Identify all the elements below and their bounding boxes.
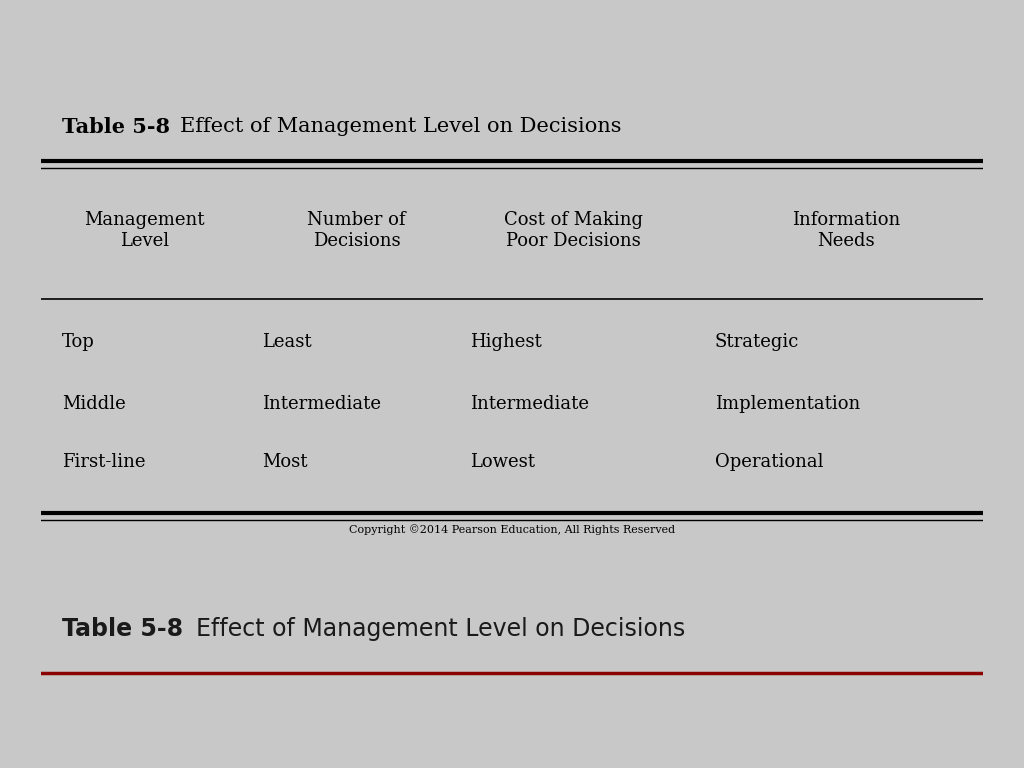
Text: First-line: First-line (61, 453, 145, 471)
Text: Cost of Making
Poor Decisions: Cost of Making Poor Decisions (504, 211, 643, 250)
Text: Highest: Highest (470, 333, 542, 351)
Text: Number of
Decisions: Number of Decisions (307, 211, 406, 250)
Text: Table 5-8: Table 5-8 (61, 617, 183, 641)
Text: Implementation: Implementation (715, 395, 860, 413)
Text: Lowest: Lowest (470, 453, 535, 471)
Text: Copyright ©2014 Pearson Education, All Rights Reserved: Copyright ©2014 Pearson Education, All R… (349, 525, 675, 535)
Text: Effect of Management Level on Decisions: Effect of Management Level on Decisions (180, 117, 622, 136)
Text: Effect of Management Level on Decisions: Effect of Management Level on Decisions (197, 617, 686, 641)
Text: Most: Most (262, 453, 308, 471)
Text: Management
Level: Management Level (84, 211, 205, 250)
Text: Intermediate: Intermediate (470, 395, 589, 413)
Text: Table 5-8: Table 5-8 (61, 117, 170, 137)
Text: Top: Top (61, 333, 94, 351)
Text: Middle: Middle (61, 395, 125, 413)
Text: Strategic: Strategic (715, 333, 799, 351)
Text: Least: Least (262, 333, 312, 351)
Text: Information
Needs: Information Needs (793, 211, 900, 250)
Text: Operational: Operational (715, 453, 823, 471)
Text: Intermediate: Intermediate (262, 395, 381, 413)
